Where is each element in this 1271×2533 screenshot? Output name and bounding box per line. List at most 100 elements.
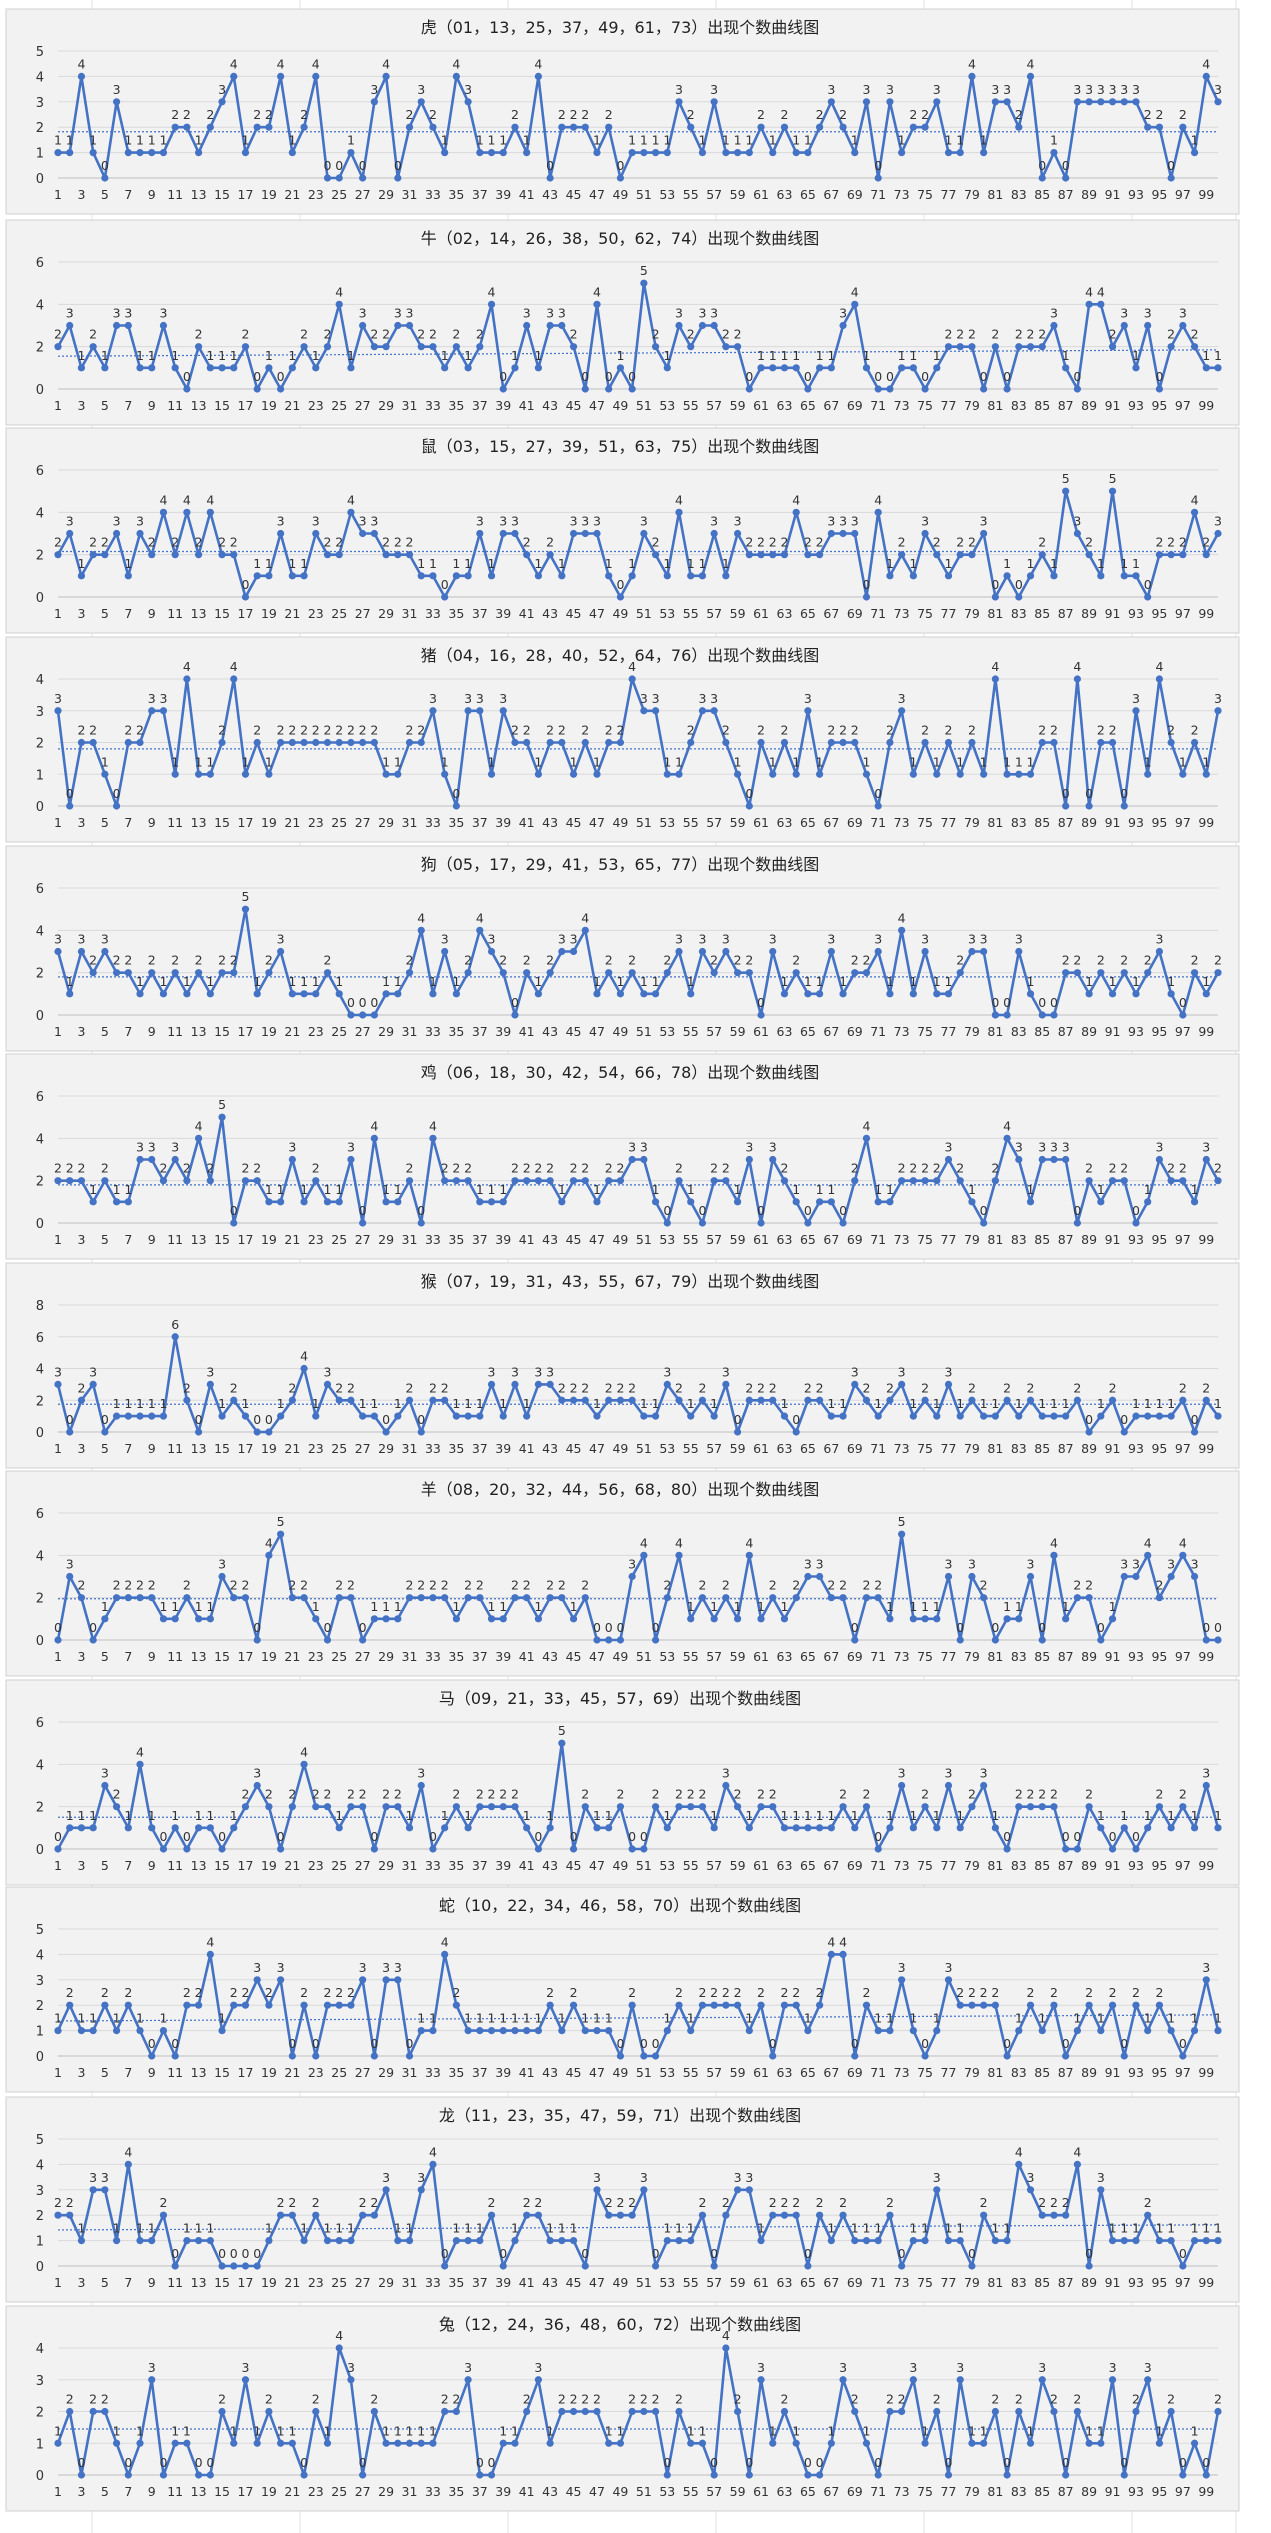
data-label: 1 [136,2423,144,2438]
x-tick-label: 47 [589,1858,605,1873]
data-label: 2 [780,723,788,738]
data-label: 2 [570,107,578,122]
data-point [218,1845,226,1853]
data-label: 2 [874,1578,882,1593]
data-point [628,969,636,977]
data-point [745,385,753,393]
x-tick-label: 89 [1081,606,1097,621]
x-tick-label: 31 [402,2065,418,2080]
data-label: 2 [347,1985,355,2000]
x-tick-label: 55 [683,1858,699,1873]
data-label: 1 [241,133,249,148]
data-point [417,343,425,351]
data-label: 2 [1155,107,1163,122]
data-point [452,1412,460,1420]
data-label: 1 [1085,2423,1093,2438]
data-label: 1 [441,754,449,769]
data-point [581,529,589,538]
data-point [733,1803,742,1811]
data-point [1073,675,1081,683]
x-tick-label: 97 [1175,1649,1191,1664]
x-tick-label: 55 [683,1232,699,1247]
data-label: 2 [335,1578,343,1593]
data-point [206,1824,214,1832]
data-point [405,2439,414,2447]
data-point [148,2052,156,2060]
data-point [991,1177,999,1185]
data-point [980,149,988,157]
x-tick-label: 69 [847,1232,863,1247]
data-point [464,1594,472,1602]
data-point [909,770,917,778]
data-label: 1 [593,974,601,989]
data-point [616,364,625,372]
data-label: 3 [464,2360,472,2375]
y-tick-label: 6 [36,1507,44,1522]
data-point [968,947,976,956]
data-point [300,1760,308,1768]
data-label: 1 [991,1396,999,1411]
x-tick-label: 61 [753,398,769,413]
data-point [745,2027,753,2035]
data-point [335,2344,343,2352]
data-label: 1 [1097,2423,1105,2438]
data-label: 2 [546,1985,554,2000]
data-point [921,2237,929,2245]
data-point [195,2001,203,2009]
data-label: 2 [1109,1985,1117,2000]
data-point [558,1594,566,1602]
y-tick-label: 2 [36,1801,44,1816]
chart-panel-background [5,1262,1240,1469]
data-point [241,593,250,601]
x-tick-label: 35 [448,1649,464,1664]
x-tick-label: 39 [495,815,511,830]
data-label: 1 [1132,2221,1140,2236]
data-point [1144,1412,1152,1420]
data-point [1038,2027,1046,2035]
data-point [698,1594,707,1602]
data-label: 2 [909,1161,917,1176]
data-label: 5 [640,263,648,278]
data-label: 1 [113,2221,121,2236]
data-point [616,2052,625,2060]
data-point [933,551,941,559]
data-point [1108,738,1117,747]
data-label: 1 [698,556,706,571]
data-point [277,2439,285,2447]
x-tick-label: 19 [261,1858,277,1873]
data-point [687,123,695,131]
data-point [968,738,976,747]
data-point [651,1412,660,1420]
data-label: 1 [1015,1396,1023,1411]
data-label: 2 [991,1161,999,1176]
trend-line [57,2224,1219,2231]
data-label: 1 [1214,348,1222,363]
chart-title: 牛（02，14，26，38，50，62，74）出现个数曲线图 [421,229,820,248]
data-label: 1 [710,1808,718,1823]
x-tick-label: 95 [1151,2275,1167,2290]
data-label: 1 [827,1396,835,1411]
data-point [382,551,390,559]
data-point [464,707,472,715]
data-label: 3 [523,306,531,321]
y-tick-label: 4 [36,70,44,85]
data-point [956,1824,964,1832]
data-point [347,1155,355,1164]
data-point [1144,1198,1152,1206]
data-label: 0 [804,369,812,384]
data-label: 0 [159,1829,167,1844]
data-point [77,947,86,956]
data-point [698,947,707,956]
x-tick-label: 35 [448,2275,464,2290]
x-tick-label: 73 [894,606,910,621]
data-point [722,2344,730,2352]
data-label: 4 [839,1934,847,1949]
data-point [640,990,648,998]
data-point [89,1636,97,1644]
data-point [898,149,906,157]
data-point [569,1396,578,1404]
x-tick-label: 29 [378,606,394,621]
data-label: 3 [1062,1140,1070,1155]
data-label: 0 [288,2036,296,2051]
chart-title: 龙（11，23，35，47，59，71）出现个数曲线图 [439,2106,801,2125]
